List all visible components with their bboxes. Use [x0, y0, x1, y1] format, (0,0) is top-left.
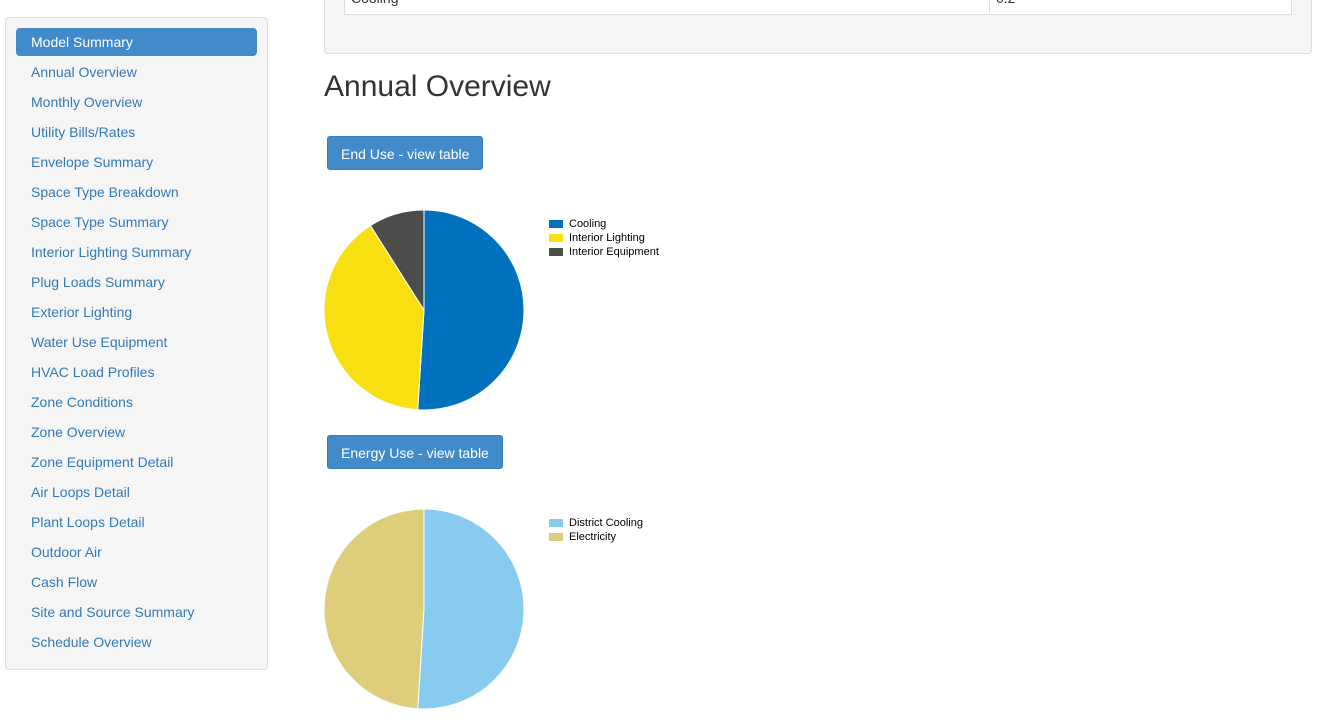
table-cell: 0.2: [990, 0, 1290, 13]
legend-swatch: [549, 533, 563, 541]
nav-link[interactable]: Exterior Lighting: [31, 304, 133, 320]
legend-label: Interior Lighting: [569, 232, 645, 244]
nav-link[interactable]: Zone Overview: [31, 424, 126, 440]
table-cell: Cooling: [345, 0, 990, 13]
summary-panel: Cooling 0.2: [324, 0, 1312, 54]
nav-link[interactable]: Utility Bills/Rates: [31, 124, 136, 140]
legend-swatch: [549, 220, 563, 228]
nav-link[interactable]: HVAC Load Profiles: [31, 364, 155, 380]
nav-link[interactable]: Zone Conditions: [31, 394, 133, 410]
nav-link[interactable]: Envelope Summary: [31, 154, 154, 170]
legend-label: Electricity: [569, 531, 617, 543]
summary-table: Cooling 0.2: [344, 0, 1292, 15]
legend-label: District Cooling: [569, 517, 643, 529]
view-table-button[interactable]: End Use - view table: [327, 136, 484, 170]
pie-slice: [417, 508, 525, 710]
sidebar: Model Summary Annual Overview Monthly Over…: [5, 17, 268, 670]
nav-link[interactable]: Space Type Summary: [31, 214, 169, 230]
nav-link[interactable]: Water Use Equipment: [31, 334, 168, 350]
nav-link[interactable]: Plant Loops Detail: [31, 514, 145, 530]
pie-chart: District Cooling Electricity: [323, 508, 643, 710]
legend-swatch: [549, 519, 563, 527]
legend-swatch: [549, 248, 563, 256]
pie-slice: [323, 224, 425, 411]
nav-link[interactable]: Schedule Overview: [31, 634, 152, 650]
nav-link[interactable]: Site and Source Summary: [31, 604, 195, 620]
legend-label: Cooling: [569, 218, 606, 230]
nav-link[interactable]: Model Summary: [16, 28, 257, 56]
nav-link[interactable]: Plug Loads Summary: [31, 274, 165, 290]
section-heading: Annual Overview: [324, 70, 551, 103]
legend-swatch: [549, 234, 563, 242]
nav-link[interactable]: Monthly Overview: [31, 94, 143, 110]
nav-link[interactable]: Zone Equipment Detail: [31, 454, 174, 470]
nav-link[interactable]: Space Type Breakdown: [31, 184, 179, 200]
pie-slice: [417, 209, 525, 411]
pie-slice: [369, 209, 425, 312]
nav-link[interactable]: Air Loops Detail: [31, 484, 130, 500]
nav-link[interactable]: Cash Flow: [31, 574, 98, 590]
nav-link[interactable]: Outdoor Air: [31, 544, 102, 560]
nav-link[interactable]: Annual Overview: [31, 64, 137, 80]
pie-chart: Cooling Interior Lighting Interior Equipme…: [323, 209, 659, 411]
nav-link[interactable]: Interior Lighting Summary: [31, 244, 192, 260]
view-table-button[interactable]: Energy Use - view table: [327, 435, 503, 469]
pie-slice: [323, 508, 425, 710]
legend-label: Interior Equipment: [569, 246, 659, 258]
